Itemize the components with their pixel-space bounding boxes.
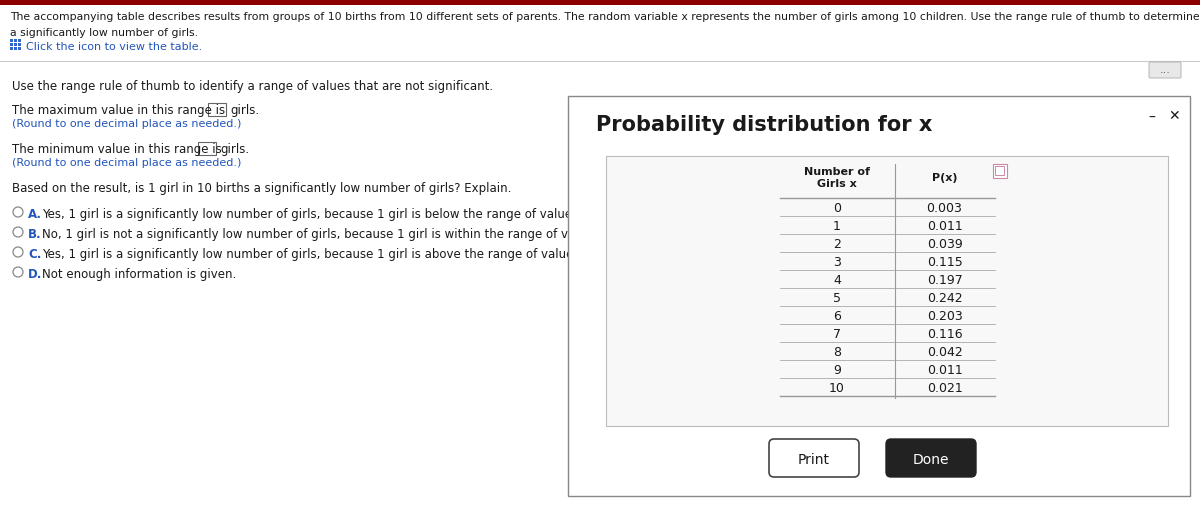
Text: 0.021: 0.021 (926, 381, 962, 394)
Text: ✕: ✕ (1168, 109, 1180, 123)
FancyBboxPatch shape (14, 44, 17, 47)
FancyBboxPatch shape (208, 104, 226, 117)
Text: The maximum value in this range is: The maximum value in this range is (12, 104, 226, 117)
FancyBboxPatch shape (18, 40, 22, 43)
Text: ···: ··· (1159, 68, 1170, 78)
Text: 10: 10 (829, 381, 845, 394)
FancyBboxPatch shape (10, 40, 13, 43)
Text: 0.116: 0.116 (926, 327, 962, 340)
FancyBboxPatch shape (992, 165, 1007, 179)
FancyBboxPatch shape (995, 167, 1003, 176)
Text: Number of
Girls x: Number of Girls x (804, 167, 870, 188)
Text: Print: Print (798, 452, 830, 466)
Text: Use the range rule of thumb to identify a range of values that are not significa: Use the range rule of thumb to identify … (12, 80, 493, 93)
Text: (Round to one decimal place as needed.): (Round to one decimal place as needed.) (12, 119, 241, 129)
Text: 6: 6 (833, 310, 841, 322)
Text: 0.197: 0.197 (926, 274, 962, 286)
Text: –: – (1148, 111, 1154, 125)
Text: 0.003: 0.003 (926, 201, 962, 215)
Text: 3: 3 (833, 256, 841, 269)
Text: a significantly low number of girls.: a significantly low number of girls. (10, 28, 198, 38)
FancyBboxPatch shape (886, 439, 976, 477)
Text: Probability distribution for x: Probability distribution for x (596, 115, 932, 135)
Text: C.: C. (28, 247, 41, 261)
Text: girls.: girls. (220, 143, 250, 156)
Text: 0.011: 0.011 (926, 363, 962, 376)
FancyBboxPatch shape (10, 44, 13, 47)
Text: 0.011: 0.011 (926, 220, 962, 232)
Text: D.: D. (28, 268, 42, 280)
FancyBboxPatch shape (568, 97, 1190, 496)
Text: 8: 8 (833, 345, 841, 358)
Text: No, 1 girl is not a significantly low number of girls, because 1 girl is within : No, 1 girl is not a significantly low nu… (42, 228, 743, 240)
Text: (Round to one decimal place as needed.): (Round to one decimal place as needed.) (12, 158, 241, 168)
Text: B.: B. (28, 228, 42, 240)
Text: 4: 4 (833, 274, 841, 286)
Text: 0.203: 0.203 (926, 310, 962, 322)
Text: Yes, 1 girl is a significantly low number of girls, because 1 girl is above the : Yes, 1 girl is a significantly low numbe… (42, 247, 722, 261)
Text: Done: Done (913, 452, 949, 466)
Text: 5: 5 (833, 291, 841, 305)
Text: Based on the result, is 1 girl in 10 births a significantly low number of girls?: Based on the result, is 1 girl in 10 bir… (12, 182, 511, 194)
FancyBboxPatch shape (769, 439, 859, 477)
FancyBboxPatch shape (14, 48, 17, 51)
Text: 0.115: 0.115 (926, 256, 962, 269)
Text: The accompanying table describes results from groups of 10 births from 10 differ: The accompanying table describes results… (10, 12, 1200, 22)
Text: 1: 1 (833, 220, 841, 232)
FancyBboxPatch shape (14, 40, 17, 43)
FancyBboxPatch shape (18, 48, 22, 51)
Text: 2: 2 (833, 237, 841, 250)
FancyBboxPatch shape (198, 143, 216, 156)
Text: 0.242: 0.242 (926, 291, 962, 305)
FancyBboxPatch shape (10, 48, 13, 51)
Text: 0.039: 0.039 (926, 237, 962, 250)
Text: A.: A. (28, 208, 42, 221)
FancyBboxPatch shape (606, 157, 1168, 426)
Text: 0.042: 0.042 (926, 345, 962, 358)
FancyBboxPatch shape (0, 0, 1200, 6)
Text: Not enough information is given.: Not enough information is given. (42, 268, 236, 280)
Text: P(x): P(x) (931, 173, 958, 183)
Text: The minimum value in this range is: The minimum value in this range is (12, 143, 222, 156)
Text: 9: 9 (833, 363, 841, 376)
Text: girls.: girls. (230, 104, 259, 117)
FancyBboxPatch shape (1150, 63, 1181, 79)
Text: Click the icon to view the table.: Click the icon to view the table. (26, 42, 203, 52)
Text: 7: 7 (833, 327, 841, 340)
Text: Yes, 1 girl is a significantly low number of girls, because 1 girl is below the : Yes, 1 girl is a significantly low numbe… (42, 208, 721, 221)
Text: 0: 0 (833, 201, 841, 215)
FancyBboxPatch shape (18, 44, 22, 47)
